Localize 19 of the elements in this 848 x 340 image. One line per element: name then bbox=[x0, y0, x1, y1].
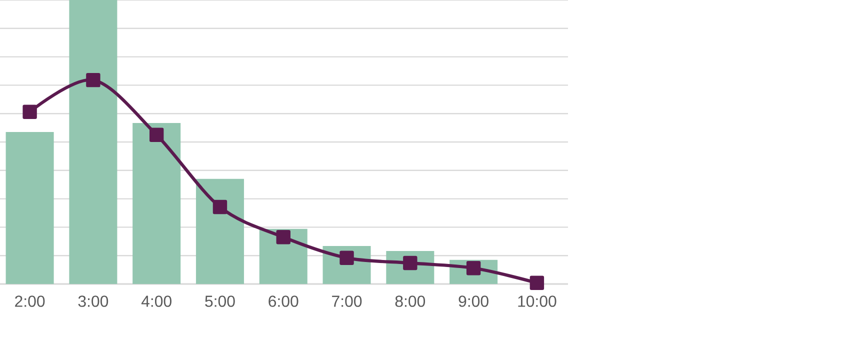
point bbox=[276, 230, 290, 244]
x-tick-label: 9:00 bbox=[458, 296, 488, 307]
x-tick-label: 6:00 bbox=[268, 296, 298, 307]
point bbox=[212, 200, 228, 214]
point bbox=[86, 72, 100, 88]
bar bbox=[132, 122, 181, 284]
x-tick-label: 2:00 bbox=[15, 296, 45, 307]
point bbox=[149, 128, 164, 142]
bar bbox=[196, 178, 244, 284]
point bbox=[22, 104, 37, 119]
point bbox=[530, 276, 544, 290]
x-tick-label: 4:00 bbox=[141, 296, 172, 307]
x-tick-label: 5:00 bbox=[205, 296, 235, 307]
x-tick-label: 10:00 bbox=[518, 296, 556, 307]
x-tick-label: 7:00 bbox=[332, 296, 362, 307]
bar bbox=[69, 0, 118, 284]
x-tick-label: 8:00 bbox=[395, 296, 426, 307]
bar bbox=[6, 132, 54, 284]
x-tick-label: 3:00 bbox=[78, 296, 108, 307]
